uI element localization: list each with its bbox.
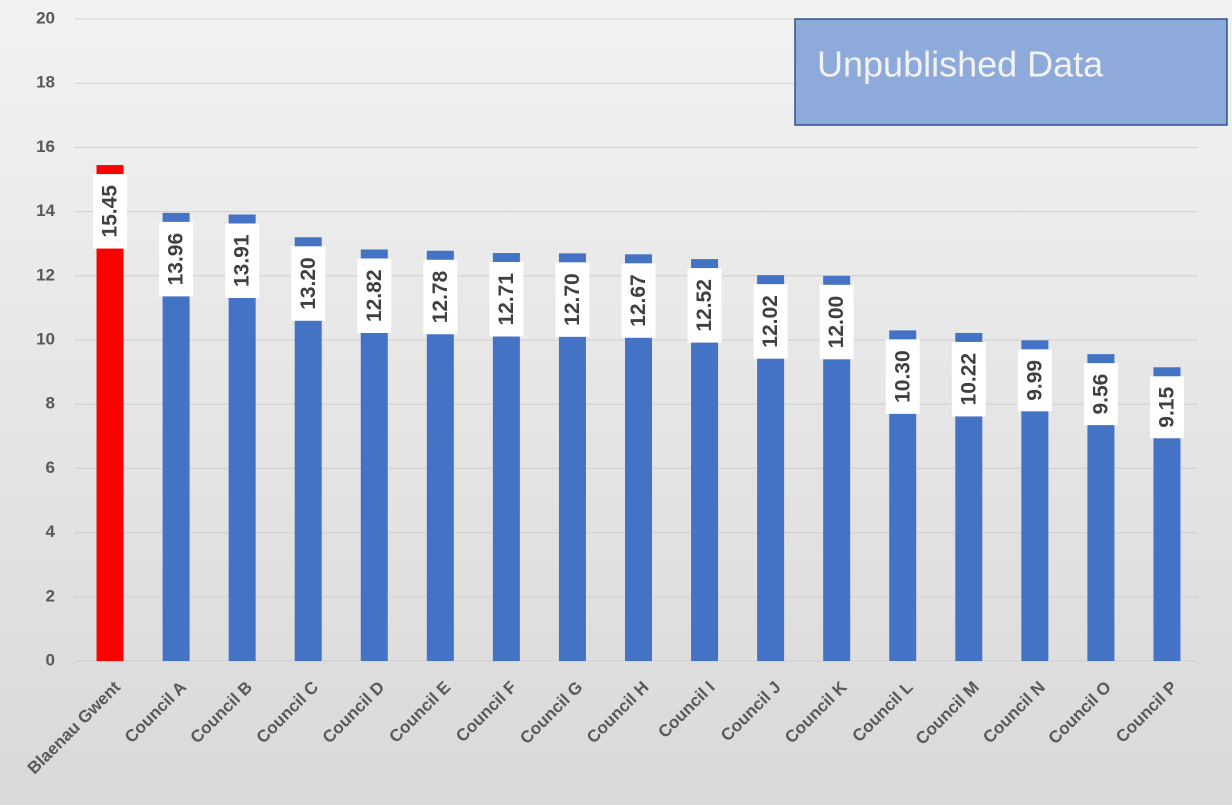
value-label-group: 15.45 [93,174,128,249]
value-label-group: 12.71 [489,262,524,337]
value-label: 9.56 [1089,374,1112,415]
value-label-box [93,174,128,249]
value-label-group: 9.15 [1149,376,1184,439]
value-label-box [489,262,524,337]
value-label: 9.15 [1156,387,1179,428]
value-label: 15.45 [99,185,122,238]
y-tick-label: 4 [46,522,56,541]
value-label: 10.22 [957,353,980,406]
value-label-group: 9.56 [1083,363,1118,426]
value-label-group: 12.70 [555,262,590,337]
value-label-box [819,284,854,360]
y-tick-label: 10 [36,329,55,348]
value-label-box [1083,363,1118,426]
value-label-group: 13.91 [225,223,260,298]
value-label-group: 12.82 [357,258,392,333]
value-label: 12.02 [759,295,782,348]
value-label-box [753,284,788,359]
value-label-box [555,262,590,337]
value-label-group: 12.02 [753,284,788,359]
value-label-group: 10.30 [885,339,920,414]
value-label-box [687,268,722,343]
value-label-group: 13.20 [291,246,326,321]
y-tick-label: 12 [36,265,55,284]
value-label: 10.30 [891,350,914,403]
value-label: 12.70 [561,273,584,326]
annotation: Unpublished Data [817,44,1104,85]
y-tick-label: 16 [36,137,55,156]
annotation-box [794,18,1228,126]
value-label-group: 10.22 [951,341,986,417]
y-tick-label: 0 [46,650,55,669]
value-label-box [621,263,656,338]
value-label-group: 12.00 [819,284,854,360]
value-label-group: 12.67 [621,263,656,338]
y-tick-label: 6 [46,458,55,477]
value-label-box [225,223,260,298]
value-label-group: 12.52 [687,268,722,343]
y-tick-label: 14 [36,201,55,220]
value-label-group: 9.99 [1017,349,1052,412]
value-label-box [159,221,194,297]
value-label-box [357,258,392,333]
value-label-box [291,246,326,321]
value-label-group: 13.96 [159,221,194,297]
y-tick-label: 20 [36,8,55,27]
y-tick-label: 8 [46,394,55,413]
y-tick-label: 18 [36,73,55,92]
value-label-box [423,259,458,335]
value-label-box [951,341,986,417]
value-label-group: 12.78 [423,259,458,335]
value-label: 13.91 [231,234,254,287]
value-label: 12.00 [825,296,848,349]
value-label: 12.82 [363,269,386,322]
value-label-box [885,339,920,414]
y-tick-label: 2 [46,586,55,605]
value-label-box [1017,349,1052,412]
value-label: 12.78 [429,270,452,323]
value-label: 13.20 [297,257,320,310]
value-label: 9.99 [1023,360,1046,401]
value-label: 12.52 [693,279,716,332]
value-label-box [1149,376,1184,439]
value-label: 12.67 [627,274,650,327]
value-label: 12.71 [495,273,518,326]
value-label: 13.96 [165,233,188,286]
